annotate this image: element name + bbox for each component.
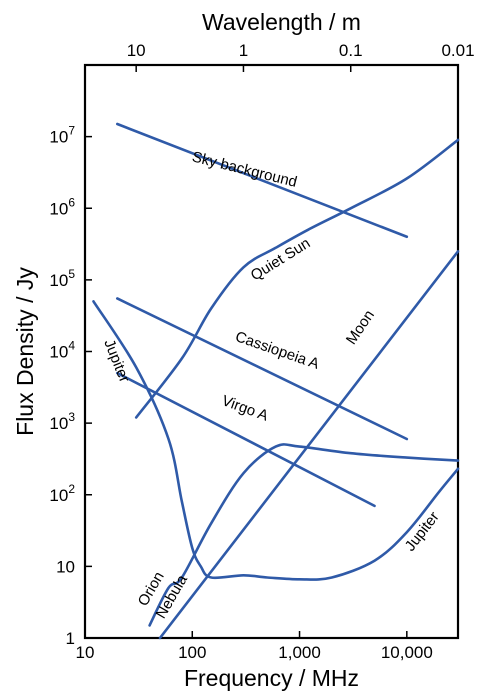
quiet-sun-curve [134,138,460,419]
top-tick-label: 0.01 [441,41,474,60]
orion-nebula-curve [148,443,460,627]
y-tick-label: 106 [49,195,75,218]
sky-background-curve [115,122,409,239]
y-tick-label: 1 [66,629,75,648]
y-tick-label: 105 [49,267,75,290]
moon-label: Moon [343,307,378,348]
jupiter-curve [92,300,460,581]
top-axis-title: Wavelength / m [202,9,361,35]
y-tick-label: 103 [49,410,75,433]
tick-marks [84,65,459,639]
virgo-a-label: Virgo A [220,392,271,424]
cassiopeia-a-curve [115,297,409,441]
x-tick-label: 10,000 [381,643,433,662]
y-tick-label: 102 [49,482,75,505]
curve-labels: Sky background Quiet Sun Cassiopeia A Virgo… [100,148,443,621]
jupiter-label: Jupiter [100,337,133,385]
top-tick-label: 1 [239,41,248,60]
x-tick-label: 10 [76,643,95,662]
quiet-sun-label: Quiet Sun [248,235,314,285]
y-tick-label: 107 [49,124,75,147]
top-tick-label: 10 [127,41,146,60]
y-tick-label: 104 [49,339,75,362]
virgo-a-curve [115,371,376,508]
moon-curve [158,250,460,640]
sky-background-label: Sky background [190,148,298,191]
cassiopeia-a-label: Cassiopeia A [233,328,321,373]
curves [92,122,460,640]
x-tick-label: 1,000 [278,643,321,662]
y-tick-label: 10 [56,557,75,576]
x-tick-label: 100 [178,643,206,662]
x-axis-title: Frequency / MHz [184,665,359,691]
y-axis-title: Flux Density / Jy [12,267,38,436]
top-tick-label: 0.1 [339,41,363,60]
